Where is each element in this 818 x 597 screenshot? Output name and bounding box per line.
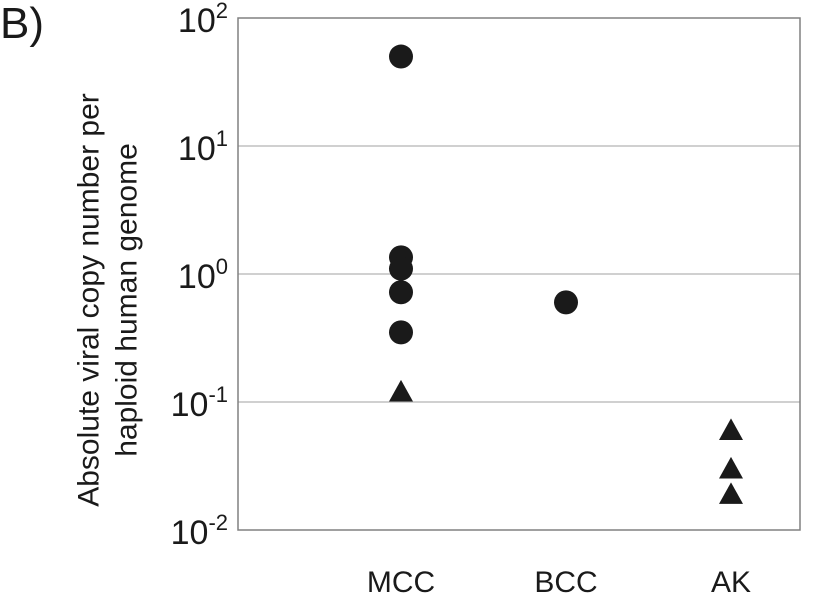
y-tick-label: 102 [178, 0, 228, 40]
data-point-triangle [389, 379, 413, 402]
data-point-circle [389, 280, 413, 305]
data-point-circle [389, 44, 413, 69]
x-category-label: AK [711, 566, 751, 597]
y-tick-label: 10-2 [171, 510, 228, 552]
x-category-label: MCC [367, 566, 435, 597]
plot-frame [237, 17, 801, 531]
data-point-triangle [719, 456, 743, 479]
data-point-circle [389, 256, 413, 281]
data-point-circle [554, 290, 578, 315]
data-point-triangle [719, 418, 743, 440]
panel-label: B) [0, 0, 44, 48]
y-tick-label: 10-1 [171, 382, 228, 424]
data-point-triangle [719, 482, 743, 504]
data-point-circle [389, 320, 413, 345]
x-category-label: BCC [534, 566, 597, 597]
y-tick-label: 101 [178, 126, 228, 168]
y-tick-label: 100 [178, 254, 228, 296]
